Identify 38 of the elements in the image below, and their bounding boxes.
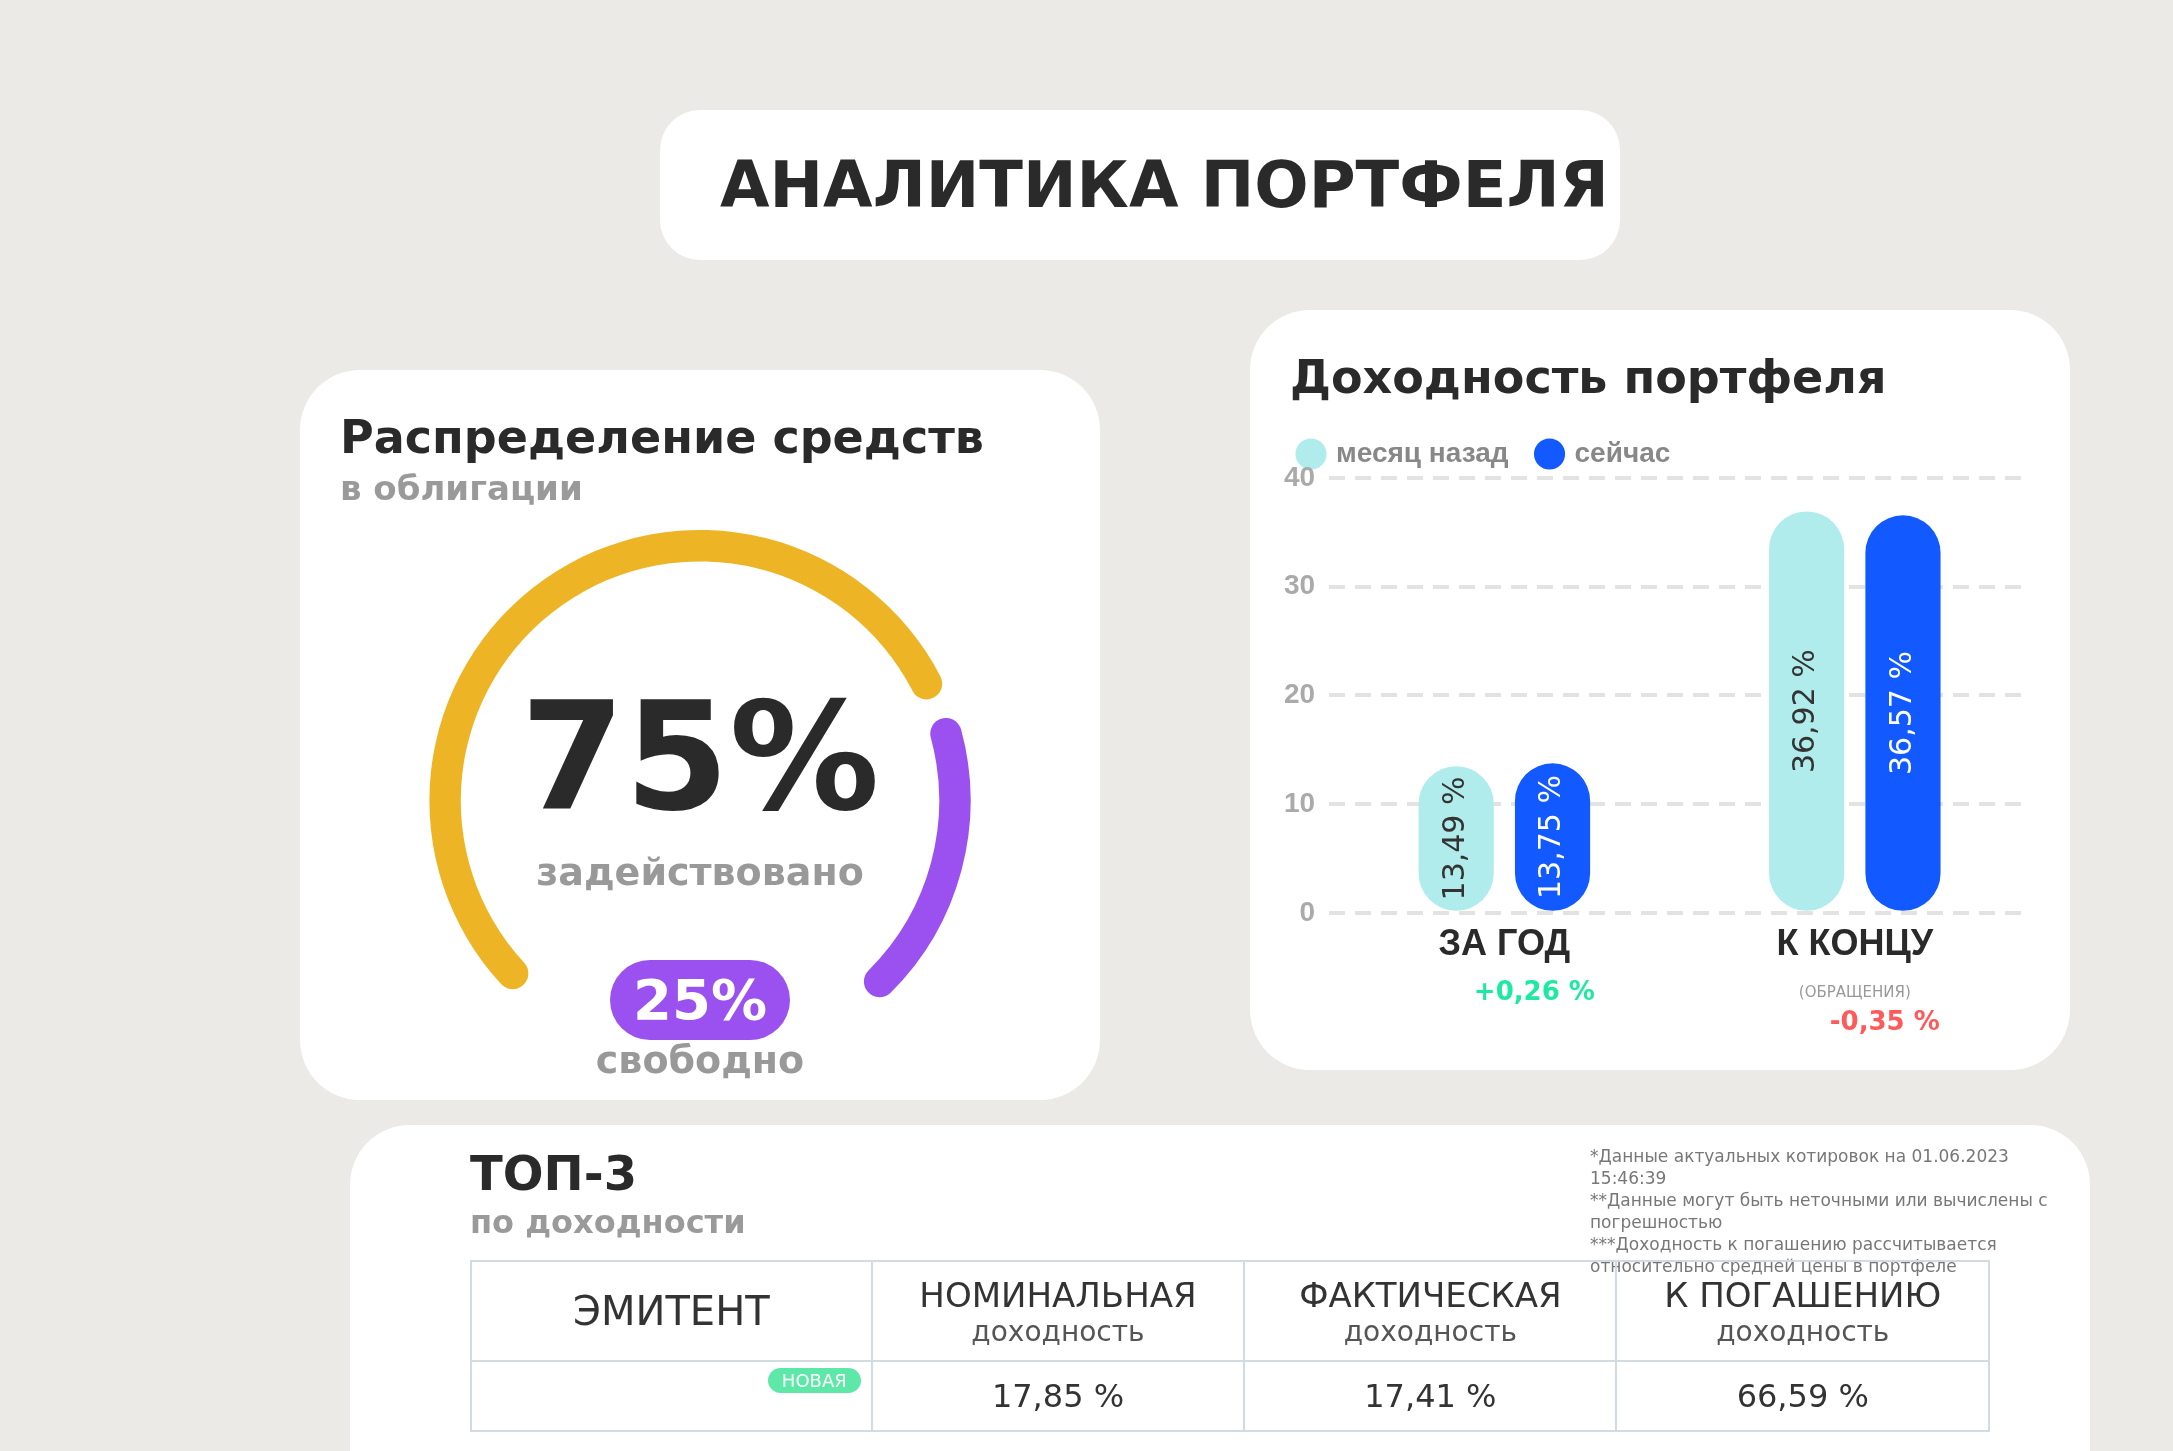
chart-title: Распределение средств bbox=[340, 410, 984, 464]
data-label: 75% bbox=[519, 670, 881, 844]
text: (ОБРАЩЕНИЯ) bbox=[1798, 982, 1911, 1001]
chart-subtitle: в облигации bbox=[340, 468, 583, 508]
legend-label: сейчас bbox=[1574, 436, 1671, 468]
text: ***Доходность к погашению рассчитывается относительно средней цены в портфеле bbox=[1590, 1233, 1998, 1278]
text: 66,59 % bbox=[1736, 1377, 1869, 1415]
category-label: НОМИНАЛЬНАЯ доходность bbox=[918, 1274, 1198, 1348]
chart-title: Доходность портфеля bbox=[1290, 350, 1887, 404]
text: +0,26 % bbox=[1473, 975, 1595, 1006]
slice-label: задействовано bbox=[535, 850, 865, 894]
category-label: ФАКТИЧЕСКАЯ доходность bbox=[1298, 1274, 1563, 1348]
text: НОВАЯ bbox=[767, 1368, 861, 1393]
data-label: 36,57 % bbox=[1882, 651, 1918, 776]
x-tick-label: ЗА ГОД bbox=[1438, 922, 1571, 964]
text: *Данные актуальных котировок на 01.06.2023 15:46:39 bbox=[1590, 1145, 2010, 1190]
category-label: ЭМИТЕНТ bbox=[572, 1288, 771, 1334]
text: 17,85 % bbox=[991, 1377, 1125, 1415]
text: по доходности bbox=[470, 1203, 746, 1241]
y-tick-label: 0 bbox=[1299, 895, 1316, 927]
text: 17,41 % bbox=[1364, 1377, 1497, 1415]
bar bbox=[1769, 511, 1845, 911]
y-tick-label: 40 bbox=[1283, 460, 1316, 492]
legend-label: месяц назад bbox=[1336, 436, 1509, 468]
data-label: 13,75 % bbox=[1532, 775, 1568, 900]
legend-label: свободно bbox=[594, 1038, 806, 1082]
data-label: 25% bbox=[632, 967, 768, 1032]
y-tick-label: 10 bbox=[1283, 786, 1316, 818]
text: ТОП-3 bbox=[470, 1145, 638, 1201]
text: **Данные могут быть неточными или вычислены с погрешностью bbox=[1590, 1189, 2049, 1234]
x-tick-label: К КОНЦУ bbox=[1776, 922, 1934, 964]
data-label: 13,49 % bbox=[1435, 776, 1471, 901]
text: -0,35 % bbox=[1829, 1005, 1940, 1036]
y-tick-label: 20 bbox=[1283, 678, 1316, 710]
bar bbox=[1865, 515, 1941, 911]
y-tick-label: 30 bbox=[1283, 569, 1316, 601]
text: АНАЛИТИКА ПОРТФЕЛЯ bbox=[720, 148, 1609, 222]
data-label: 36,92 % bbox=[1786, 649, 1822, 774]
